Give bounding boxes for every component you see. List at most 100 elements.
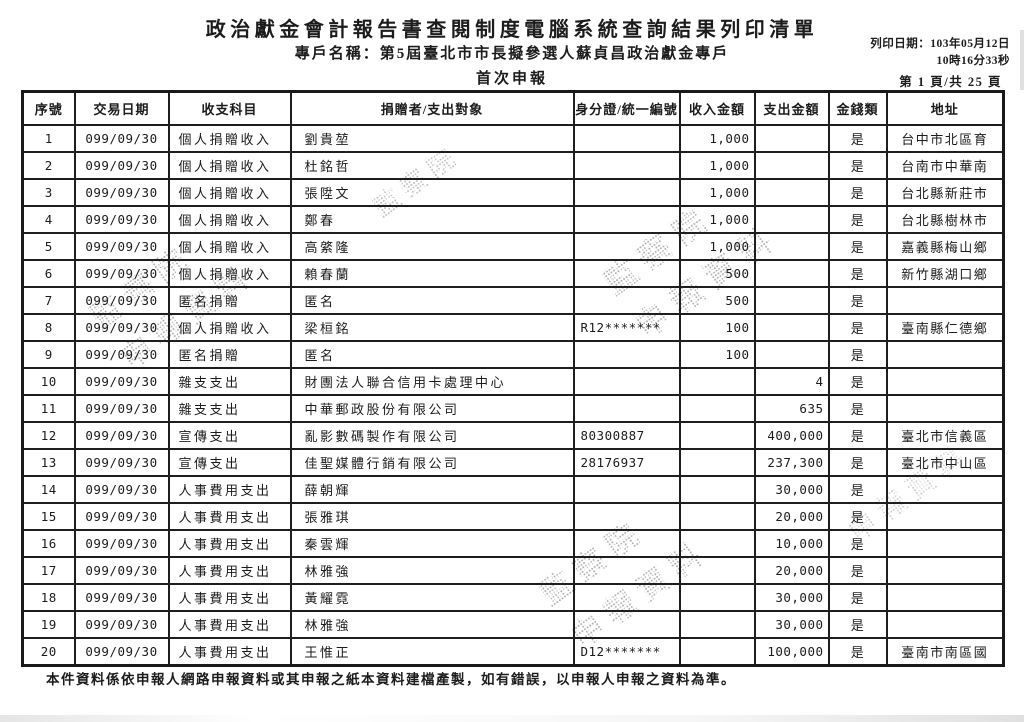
- id-number: D12*******: [572, 637, 681, 667]
- table-row: 3 099/09/30 個人捐贈收入 張陞文 1,000 是台北縣新莊市: [21, 178, 1005, 207]
- table-row: 7 099/09/30 匿名捐贈 匿名 500 是: [21, 286, 1005, 315]
- transaction-date: 099/09/30: [73, 232, 170, 261]
- row-no: 7: [21, 286, 76, 315]
- transaction-date: 099/09/30: [73, 286, 170, 315]
- cash-type: 是: [827, 556, 888, 585]
- address: [885, 502, 1005, 531]
- party-name: 杜銘哲: [289, 151, 575, 180]
- transaction-date: 099/09/30: [73, 313, 170, 342]
- column-header-party-name: 捐贈者/支出對象: [289, 90, 575, 126]
- expense-amount: [753, 313, 830, 342]
- address: 台南市中華南: [885, 151, 1005, 180]
- expense-amount: [753, 232, 830, 261]
- expense-amount: 635: [753, 394, 830, 423]
- cash-type: 是: [827, 151, 888, 180]
- column-header-id-number: 身分證/統一編號: [572, 90, 681, 126]
- results-table: 序號 交易日期 收支科目 捐贈者/支出對象 身分證/統一編號 收入金額 支出金額 金錢類 地址 …: [21, 90, 1005, 667]
- expense-amount: [753, 178, 830, 207]
- row-no: 17: [21, 556, 76, 585]
- row-no: 14: [21, 475, 76, 504]
- id-number: [572, 556, 681, 585]
- transaction-date: 099/09/30: [73, 394, 170, 423]
- table-row: 11 099/09/30 雜支支出 中華郵政股份有限公司 635 是: [21, 394, 1005, 423]
- address: [885, 475, 1005, 504]
- footer-note: 本件資料係依申報人網路申報資料或其申報之紙本資料建檔產製，如有錯誤，以申報人申報…: [46, 672, 736, 687]
- address: 臺南縣仁德鄉: [885, 313, 1005, 342]
- scan-smudge-right: [1020, 30, 1024, 90]
- row-no: 11: [21, 394, 76, 423]
- category: 宣傳支出: [167, 448, 292, 477]
- income-amount: [678, 394, 756, 423]
- cash-type: 是: [827, 421, 888, 450]
- address: 台北縣樹林市: [885, 205, 1005, 234]
- party-name: 匿名: [289, 286, 575, 315]
- row-no: 19: [21, 610, 76, 639]
- party-name: 張雅琪: [289, 502, 575, 531]
- cash-type: 是: [827, 448, 888, 477]
- column-header-expense-amount: 支出金額: [753, 90, 830, 126]
- category: 個人捐贈收入: [167, 178, 292, 207]
- expense-amount: 400,000: [753, 421, 830, 450]
- id-number: [572, 178, 681, 207]
- column-header-row-no: 序號: [21, 90, 76, 126]
- page-indicator: 第 1 頁/共 25 頁: [899, 75, 1002, 89]
- expense-amount: [753, 151, 830, 180]
- table-row: 13 099/09/30 宣傳支出 佳聖媒體行銷有限公司 28176937 237,300…: [21, 448, 1005, 477]
- cash-type: 是: [827, 205, 888, 234]
- party-name: 鄭春: [289, 205, 575, 234]
- cash-type: 是: [827, 610, 888, 639]
- address: 臺北市信義區: [885, 421, 1005, 450]
- expense-amount: 30,000: [753, 610, 830, 639]
- expense-amount: 30,000: [753, 475, 830, 504]
- expense-amount: 100,000: [753, 637, 830, 667]
- expense-amount: 10,000: [753, 529, 830, 558]
- cash-type: 是: [827, 232, 888, 261]
- row-no: 18: [21, 583, 76, 612]
- category: 個人捐贈收入: [167, 313, 292, 342]
- row-no: 6: [21, 259, 76, 288]
- table-row: 2 099/09/30 個人捐贈收入 杜銘哲 1,000 是台南市中華南: [21, 151, 1005, 180]
- id-number: [572, 286, 681, 315]
- income-amount: 1,000: [678, 205, 756, 234]
- income-amount: [678, 556, 756, 585]
- id-number: [572, 529, 681, 558]
- transaction-date: 099/09/30: [73, 475, 170, 504]
- address: [885, 556, 1005, 585]
- id-number: 28176937: [572, 448, 681, 477]
- row-no: 12: [21, 421, 76, 450]
- address: 嘉義縣梅山鄉: [885, 232, 1005, 261]
- row-no: 13: [21, 448, 76, 477]
- column-header-income-amount: 收入金額: [678, 90, 756, 126]
- table-row: 14 099/09/30 人事費用支出 薛朝輝 30,000 是: [21, 475, 1005, 504]
- table-row: 17 099/09/30 人事費用支出 林雅強 20,000 是: [21, 556, 1005, 585]
- row-no: 1: [21, 124, 76, 153]
- table-header-row: 序號 交易日期 收支科目 捐贈者/支出對象 身分證/統一編號 收入金額 支出金額 金錢類 地址: [21, 90, 1005, 126]
- expense-amount: [753, 286, 830, 315]
- income-amount: 1,000: [678, 151, 756, 180]
- party-name: 中華郵政股份有限公司: [289, 394, 575, 423]
- column-header-cash-type: 金錢類: [827, 90, 888, 126]
- row-no: 8: [21, 313, 76, 342]
- cash-type: 是: [827, 394, 888, 423]
- income-amount: 100: [678, 313, 756, 342]
- table-row: 16 099/09/30 人事費用支出 秦雲輝 10,000 是: [21, 529, 1005, 558]
- income-amount: [678, 610, 756, 639]
- id-number: [572, 583, 681, 612]
- report-type: 首次申報: [475, 71, 548, 87]
- party-name: 林雅強: [289, 610, 575, 639]
- table-row: 6 099/09/30 個人捐贈收入 賴春蘭 500 是新竹縣湖口鄉: [21, 259, 1005, 288]
- id-number: [572, 259, 681, 288]
- income-amount: 1,000: [678, 232, 756, 261]
- results-table-wrap: 序號 交易日期 收支科目 捐贈者/支出對象 身分證/統一編號 收入金額 支出金額 金錢類 地址 …: [21, 90, 1005, 667]
- table-row: 9 099/09/30 匿名捐贈 匿名 100 是: [21, 340, 1005, 369]
- party-name: 張陞文: [289, 178, 575, 207]
- category: 人事費用支出: [167, 475, 292, 504]
- address: [885, 610, 1005, 639]
- category: 人事費用支出: [167, 637, 292, 667]
- income-amount: 100: [678, 340, 756, 369]
- expense-amount: 20,000: [753, 556, 830, 585]
- cash-type: 是: [827, 340, 888, 369]
- column-header-category: 收支科目: [167, 90, 292, 126]
- cash-type: 是: [827, 637, 888, 667]
- transaction-date: 099/09/30: [73, 421, 170, 450]
